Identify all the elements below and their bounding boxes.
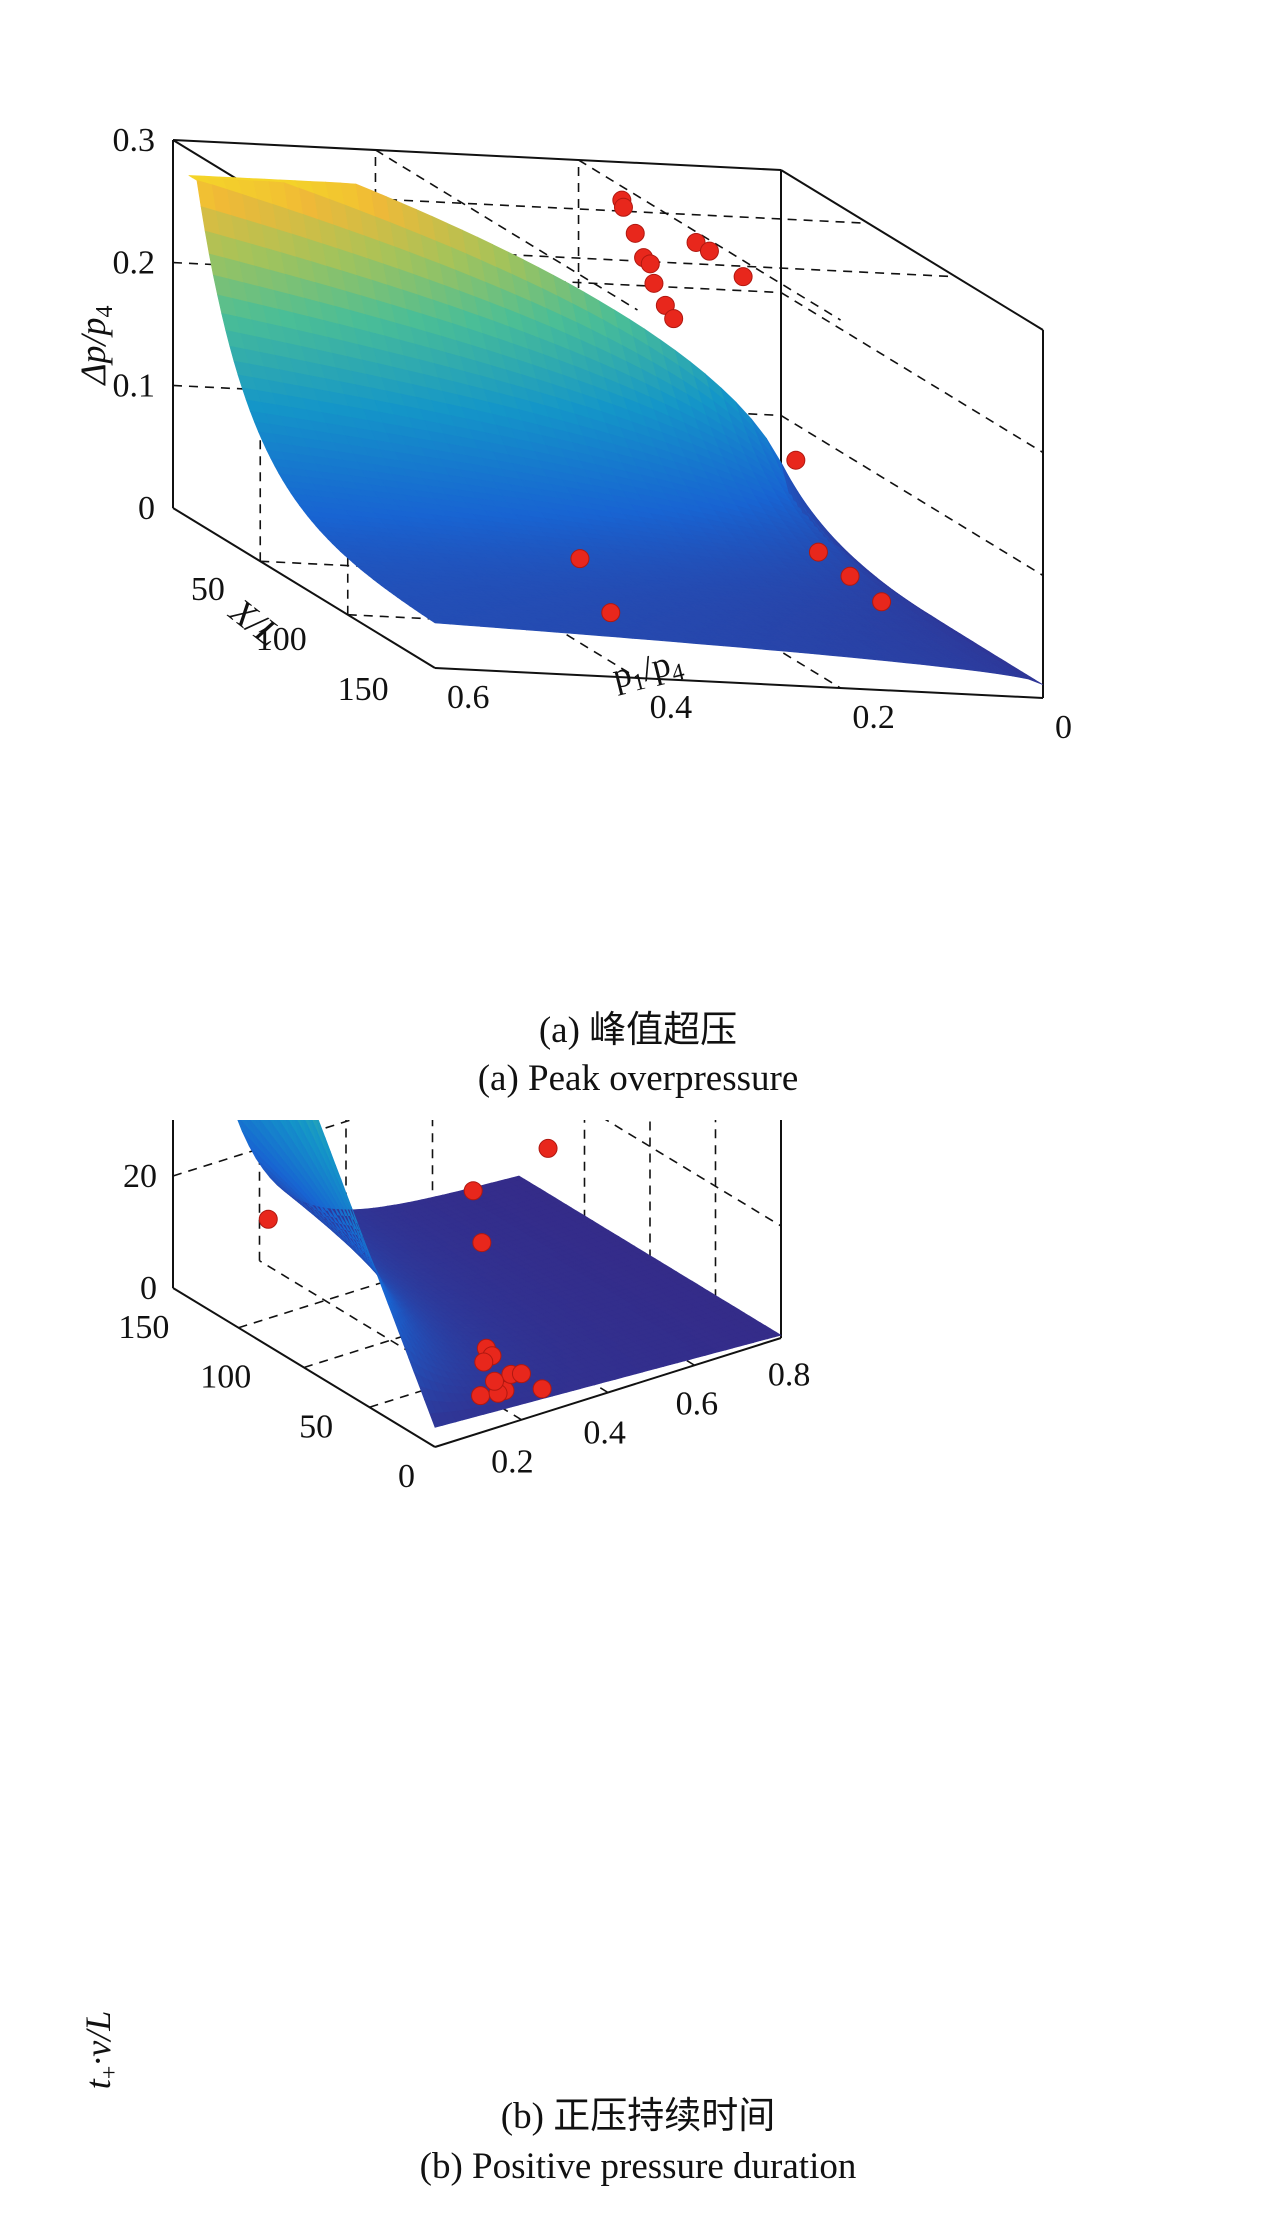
data-point-16 xyxy=(601,603,621,623)
x-tick-label: 100 xyxy=(256,621,307,658)
z-tick-label: 0.3 xyxy=(113,122,156,159)
grid-line xyxy=(780,291,1044,454)
data-point-4 xyxy=(471,1386,491,1406)
data-point-11 xyxy=(786,450,806,470)
z-tick-label: 0.2 xyxy=(113,245,156,282)
data-point-12 xyxy=(808,542,828,562)
grid-line xyxy=(780,414,1044,577)
data-point-7 xyxy=(664,309,684,329)
data-point-10 xyxy=(733,267,753,287)
y-tick-label: 0.4 xyxy=(650,689,693,726)
data-point-1 xyxy=(613,197,633,217)
panel-peak-overpressure: 0 0.1 0.2 0.3 50 100 150 0.6 0.4 0.2 0 Δp/p4 X/L p1/p… xyxy=(73,122,1072,1099)
data-point-13 xyxy=(840,566,860,586)
data-point-14 xyxy=(872,592,892,612)
data-point-2 xyxy=(625,223,645,243)
y-tick-label: 0 xyxy=(1055,709,1072,746)
y-tick-label: 0.6 xyxy=(447,679,490,716)
x-tick-label: 150 xyxy=(338,671,389,708)
box-edge xyxy=(780,169,1044,331)
caption-zh-a: (a) 峰值超压 xyxy=(538,1010,738,1051)
surface-plot-positive-pressure-duration: 0204060801000501001500.20.40.60.8t+·v/L xyxy=(78,1120,810,2089)
surface xyxy=(237,1120,782,1428)
data-point-3 xyxy=(511,1364,531,1384)
data-point-15 xyxy=(570,549,590,569)
surface-patch xyxy=(1023,676,1044,685)
z-axis-label: Δp/p4 xyxy=(73,305,118,386)
panel-positive-pressure-duration: 0204060801000501001500.20.40.60.8t+·v/L … xyxy=(0,1120,1276,2219)
data-point-9 xyxy=(699,241,719,261)
data-point-8 xyxy=(686,232,706,252)
x-tick-label: 50 xyxy=(191,571,225,608)
caption-en-a: (a) Peak overpressure xyxy=(477,1058,799,1099)
z-tick-label: 0.1 xyxy=(113,367,156,404)
data-point-5 xyxy=(644,273,664,293)
grid-line xyxy=(375,149,638,311)
y-tick-label: 0.2 xyxy=(852,699,895,736)
box-edge xyxy=(172,507,436,669)
data-point-4 xyxy=(640,254,660,274)
z-tick-label: 0 xyxy=(138,490,155,527)
surface xyxy=(188,175,1044,685)
grid-line xyxy=(578,159,841,321)
data-point-0 xyxy=(532,1379,552,1399)
box-edge xyxy=(172,139,782,171)
data-points xyxy=(570,190,892,623)
box-edge xyxy=(434,667,1044,699)
